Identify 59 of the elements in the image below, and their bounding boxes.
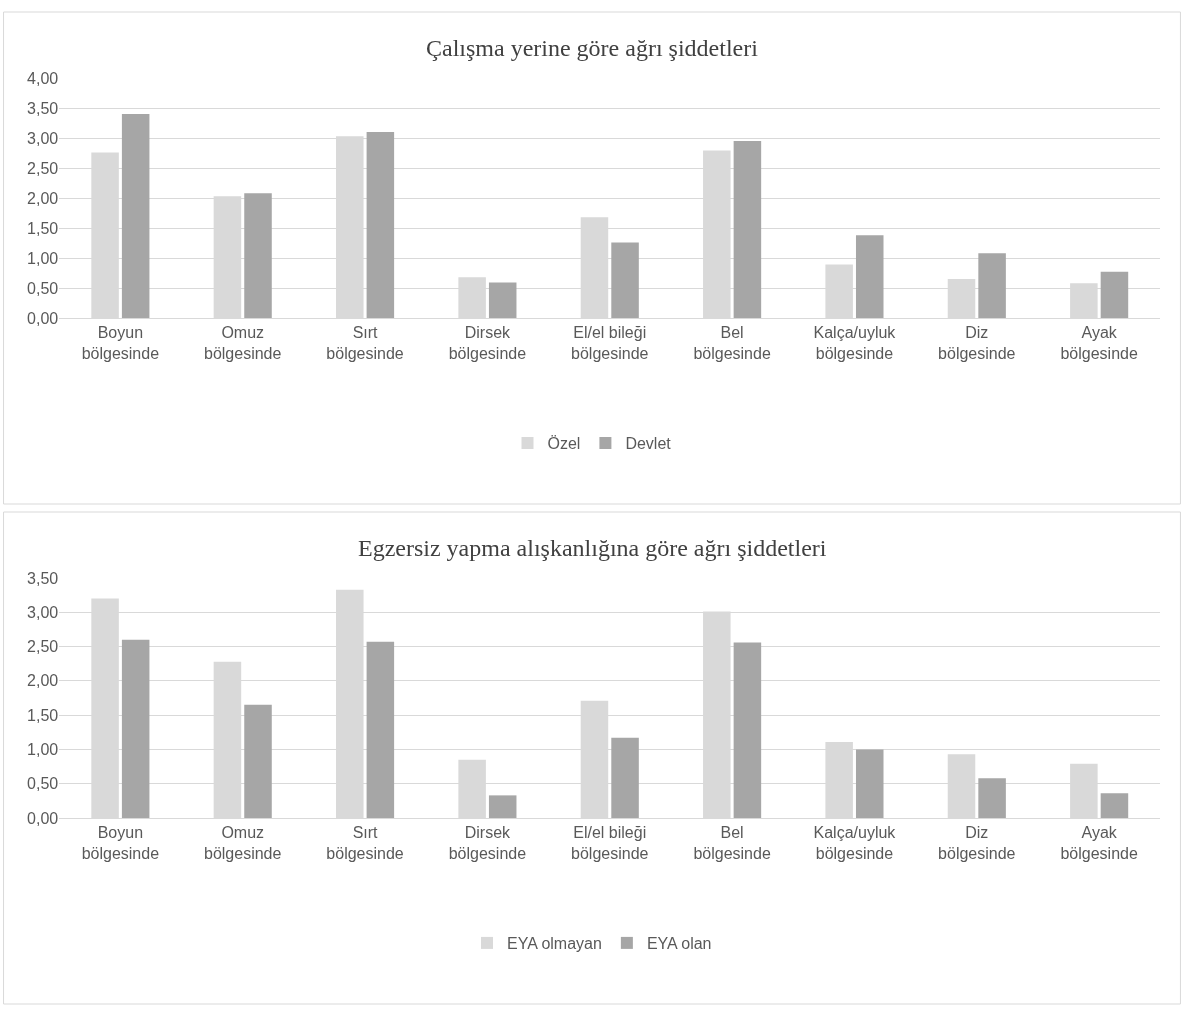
bar [366, 132, 395, 318]
bar [366, 641, 395, 818]
bar [855, 235, 884, 318]
y-tick-label: 3,00 [27, 603, 59, 621]
bar [611, 242, 639, 318]
bar [244, 193, 272, 318]
legend-label: Özel [547, 435, 581, 453]
y-tick-label: 2,50 [27, 159, 59, 177]
y-tick-label: 2,00 [27, 189, 59, 207]
bar [121, 639, 150, 818]
y-tick-label: 0,50 [27, 279, 59, 297]
x-tick-label: Kalça/uyluk bölgesinde [813, 324, 897, 362]
y-tick-label: 1,00 [27, 741, 59, 759]
y-tick-label: 1,50 [27, 706, 59, 724]
x-tick-label: Omuz bölgesinde [204, 324, 282, 362]
x-tick-label: Ayak bölgesinde [1060, 324, 1138, 362]
x-tick-label: El/el bileği bölgesinde [571, 324, 649, 362]
y-tick-label: 3,50 [27, 99, 59, 117]
bar [611, 737, 639, 818]
y-tick-label: 1,00 [27, 249, 59, 267]
x-tick-label: Kalça/uyluk bölgesinde [813, 824, 897, 862]
y-tick-label: 0,50 [27, 775, 59, 793]
chart-title: Egzersiz yapma alışkanlığına göre ağrı şiddetleri [358, 535, 827, 561]
x-tick-label: Dirsek bölgesinde [448, 824, 527, 862]
x-tick-label: Sırt bölgesinde [326, 824, 404, 862]
x-tick-label: Bel bölgesinde [693, 824, 771, 862]
bar [855, 749, 884, 818]
bar [488, 795, 517, 818]
y-tick-label: 0,00 [27, 309, 59, 327]
x-tick-label: Boyun bölgesinde [81, 324, 160, 362]
bar [1100, 271, 1129, 318]
y-tick-label: 0,00 [27, 809, 59, 827]
bar [978, 253, 1006, 318]
x-tick-label: Dirsek bölgesinde [448, 324, 527, 362]
x-tick-label: Diz bölgesinde [938, 324, 1016, 362]
bar [121, 114, 150, 318]
x-tick-label: El/el bileği bölgesinde [571, 824, 649, 862]
legend-label: EYA olan [646, 935, 712, 953]
y-tick-label: 3,50 [27, 569, 59, 587]
x-tick-label: Ayak bölgesinde [1060, 824, 1138, 862]
bar [978, 778, 1006, 818]
bar [488, 282, 517, 318]
chart-title: Çalışma yerine göre ağrı şiddetleri [426, 35, 759, 61]
x-tick-label: Boyun bölgesinde [81, 824, 160, 862]
x-tick-label: Diz bölgesinde [938, 824, 1016, 862]
x-tick-label: Omuz bölgesinde [204, 824, 282, 862]
x-tick-label: Sırt bölgesinde [326, 324, 404, 362]
bar [1100, 793, 1129, 818]
y-tick-label: 2,00 [27, 672, 59, 690]
legend-label: EYA olmayan [507, 935, 602, 953]
y-tick-label: 1,50 [27, 219, 59, 237]
x-tick-label: Bel bölgesinde [693, 324, 771, 362]
y-tick-label: 2,50 [27, 638, 59, 656]
legend-label: Devlet [625, 435, 672, 453]
bar [244, 704, 272, 818]
y-tick-label: 3,00 [27, 129, 59, 147]
bar [733, 141, 762, 318]
bar [733, 642, 762, 818]
y-tick-label: 4,00 [27, 69, 59, 87]
